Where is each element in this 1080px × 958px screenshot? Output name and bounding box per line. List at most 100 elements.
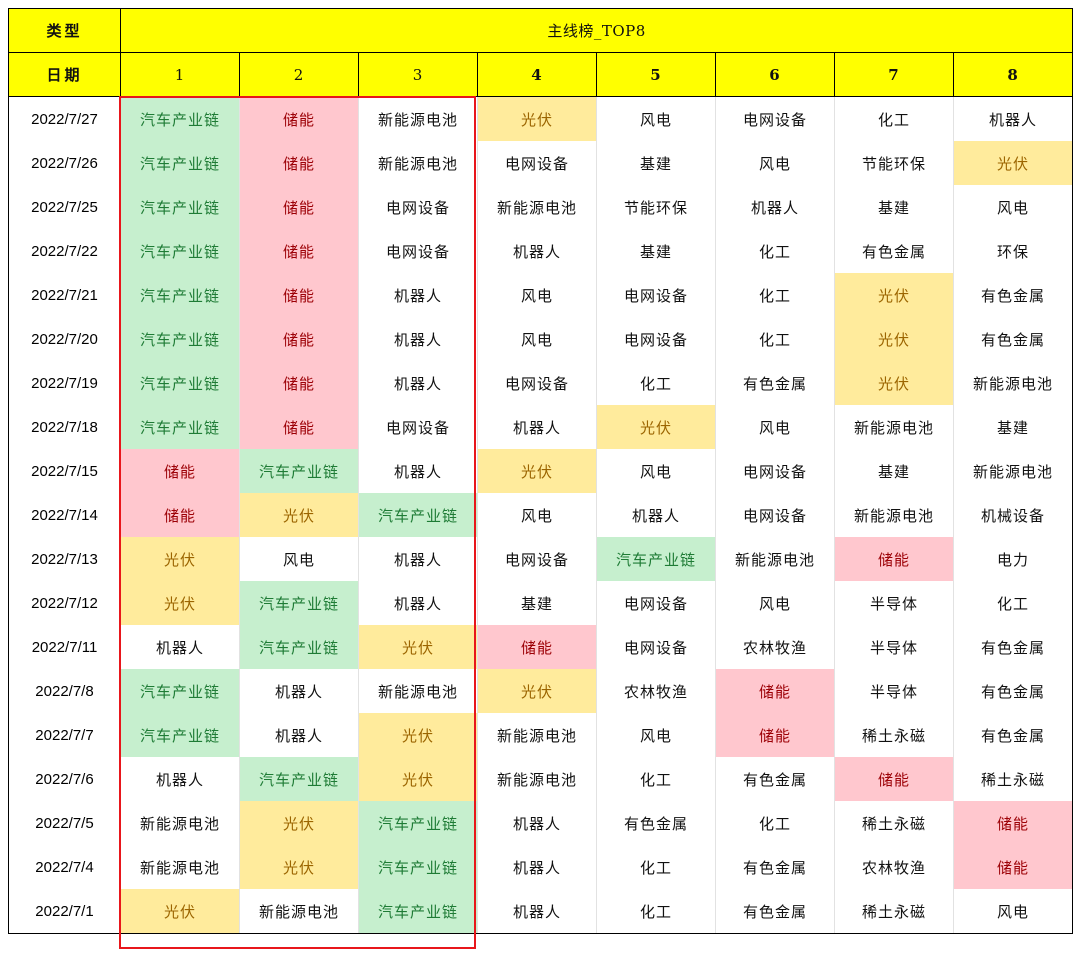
sector-cell: 储能 — [715, 669, 835, 713]
sector-cell: 新能源电池 — [952, 449, 1074, 493]
table-title: 主线榜_TOP8 — [119, 8, 1074, 53]
sector-cell: 新能源电池 — [715, 537, 835, 581]
sector-cell: 光伏 — [120, 581, 240, 625]
sector-cell: 机器人 — [358, 537, 478, 581]
sector-cell: 光伏 — [120, 537, 240, 581]
date-cell: 2022/7/14 — [8, 493, 121, 537]
sector-cell: 光伏 — [834, 317, 954, 361]
sector-cell: 汽车产业链 — [120, 96, 240, 141]
sector-cell: 机器人 — [120, 757, 240, 801]
sector-cell: 基建 — [596, 229, 716, 273]
sector-cell: 机器人 — [477, 889, 597, 934]
sector-cell: 储能 — [834, 537, 954, 581]
sector-cell: 有色金属 — [834, 229, 954, 273]
sector-cell: 有色金属 — [715, 361, 835, 405]
rank-header: 6 — [715, 52, 835, 97]
table-row: 2022/7/8 汽车产业链 机器人 新能源电池 光伏 农林牧渔 储能 半导体 有色金属 — [8, 669, 1074, 713]
sector-cell: 光伏 — [358, 625, 478, 669]
table-row: 2022/7/25 汽车产业链 储能 电网设备 新能源电池 节能环保 机器人 基建 风电 — [8, 185, 1074, 229]
table-row: 2022/7/13 光伏 风电 机器人 电网设备 汽车产业链 新能源电池 储能 电力 — [8, 537, 1074, 581]
sector-cell: 农林牧渔 — [834, 845, 954, 889]
table-row: 2022/7/21 汽车产业链 储能 机器人 风电 电网设备 化工 光伏 有色金属 — [8, 273, 1074, 317]
date-cell: 2022/7/12 — [8, 581, 121, 625]
sector-cell: 储能 — [715, 713, 835, 757]
table-row: 2022/7/5 新能源电池 光伏 汽车产业链 机器人 有色金属 化工 稀土永磁 储能 — [8, 801, 1074, 845]
sector-cell: 节能环保 — [596, 185, 716, 229]
sector-cell: 储能 — [239, 229, 359, 273]
sector-cell: 有色金属 — [952, 713, 1074, 757]
sector-cell: 机器人 — [239, 669, 359, 713]
sector-cell: 光伏 — [358, 757, 478, 801]
sector-cell: 机器人 — [477, 801, 597, 845]
rank-header: 3 — [358, 52, 478, 97]
sector-cell: 风电 — [596, 713, 716, 757]
sector-cell: 汽车产业链 — [120, 185, 240, 229]
table-row: 2022/7/19 汽车产业链 储能 机器人 电网设备 化工 有色金属 光伏 新能源电池 — [8, 361, 1074, 405]
sector-cell: 储能 — [239, 273, 359, 317]
sector-cell: 农林牧渔 — [596, 669, 716, 713]
sector-cell: 半导体 — [834, 669, 954, 713]
sector-cell: 机器人 — [239, 713, 359, 757]
sector-cell: 基建 — [834, 185, 954, 229]
sector-cell: 半导体 — [834, 581, 954, 625]
table-row: 2022/7/11 机器人 汽车产业链 光伏 储能 电网设备 农林牧渔 半导体 有色金属 — [8, 625, 1074, 669]
sector-cell: 光伏 — [477, 669, 597, 713]
sector-cell: 机器人 — [477, 845, 597, 889]
sector-cell: 机器人 — [477, 229, 597, 273]
sector-cell: 汽车产业链 — [358, 801, 478, 845]
table-row: 2022/7/6 机器人 汽车产业链 光伏 新能源电池 化工 有色金属 储能 稀土永磁 — [8, 757, 1074, 801]
sector-cell: 有色金属 — [952, 625, 1074, 669]
table-row: 2022/7/1 光伏 新能源电池 汽车产业链 机器人 化工 有色金属 稀土永磁 风电 — [8, 889, 1074, 934]
sector-cell: 电网设备 — [477, 537, 597, 581]
sector-cell: 汽车产业链 — [120, 229, 240, 273]
sector-cell: 有色金属 — [952, 669, 1074, 713]
sector-cell: 风电 — [477, 273, 597, 317]
sector-cell: 化工 — [715, 229, 835, 273]
sector-cell: 光伏 — [477, 449, 597, 493]
sector-cell: 汽车产业链 — [596, 537, 716, 581]
sector-cell: 风电 — [715, 405, 835, 449]
sector-cell: 汽车产业链 — [239, 581, 359, 625]
sector-cell: 电网设备 — [596, 581, 716, 625]
sector-cell: 新能源电池 — [239, 889, 359, 934]
sector-cell: 光伏 — [596, 405, 716, 449]
sector-cell: 汽车产业链 — [239, 757, 359, 801]
sector-cell: 有色金属 — [715, 845, 835, 889]
sector-cell: 储能 — [952, 801, 1074, 845]
sector-cell: 储能 — [239, 405, 359, 449]
date-cell: 2022/7/13 — [8, 537, 121, 581]
sector-cell: 光伏 — [477, 96, 597, 141]
date-cell: 2022/7/11 — [8, 625, 121, 669]
date-cell: 2022/7/27 — [8, 96, 121, 141]
date-cell: 2022/7/25 — [8, 185, 121, 229]
sector-cell: 风电 — [715, 581, 835, 625]
sector-cell: 汽车产业链 — [358, 845, 478, 889]
sector-cell: 汽车产业链 — [358, 493, 478, 537]
sector-cell: 化工 — [596, 889, 716, 934]
top8-sector-table: 类型 主线榜_TOP8 日期 1 2 3 4 5 6 7 8 2022/7/27… — [8, 8, 1074, 934]
sector-cell: 风电 — [952, 889, 1074, 934]
sector-cell: 储能 — [239, 96, 359, 141]
table-row: 2022/7/12 光伏 汽车产业链 机器人 基建 电网设备 风电 半导体 化工 — [8, 581, 1074, 625]
sector-cell: 风电 — [477, 493, 597, 537]
sector-cell: 风电 — [952, 185, 1074, 229]
sector-cell: 机器人 — [358, 361, 478, 405]
date-cell: 2022/7/5 — [8, 801, 121, 845]
sector-cell: 机器人 — [477, 405, 597, 449]
type-label: 类型 — [8, 8, 121, 53]
sector-cell: 电力 — [952, 537, 1074, 581]
sector-cell: 基建 — [596, 141, 716, 185]
sector-cell: 汽车产业链 — [120, 669, 240, 713]
sector-cell: 节能环保 — [834, 141, 954, 185]
sector-cell: 稀土永磁 — [834, 713, 954, 757]
sector-cell: 光伏 — [834, 361, 954, 405]
date-cell: 2022/7/22 — [8, 229, 121, 273]
date-cell: 2022/7/8 — [8, 669, 121, 713]
sector-cell: 储能 — [120, 449, 240, 493]
header-row-rank: 日期 1 2 3 4 5 6 7 8 — [8, 52, 1074, 97]
sector-cell: 化工 — [596, 845, 716, 889]
sector-cell: 储能 — [120, 493, 240, 537]
sector-cell: 机器人 — [596, 493, 716, 537]
sector-cell: 汽车产业链 — [358, 889, 478, 934]
sector-cell: 机器人 — [120, 625, 240, 669]
